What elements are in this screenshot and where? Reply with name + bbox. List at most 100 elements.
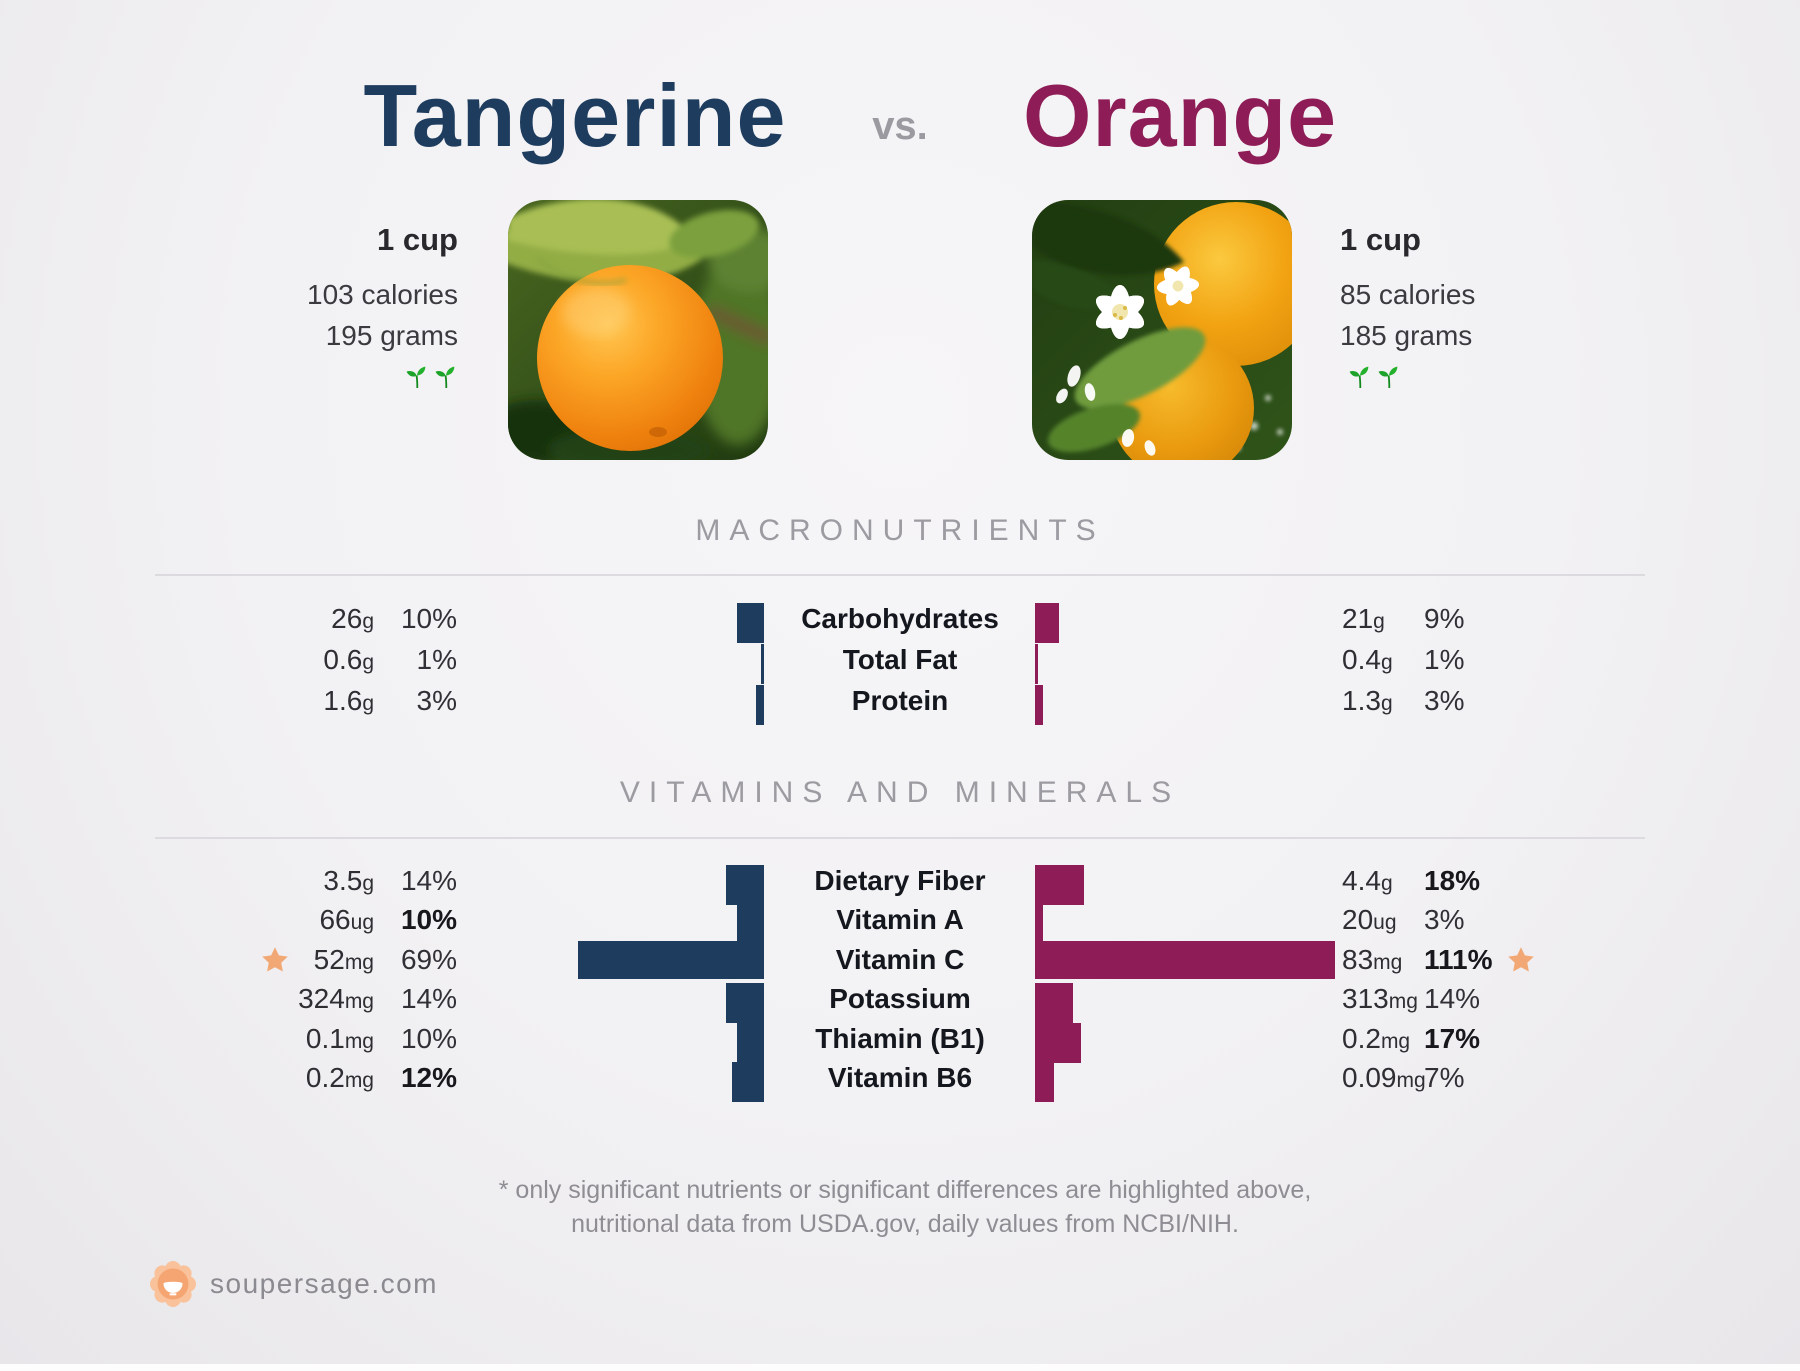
orange-dv-percent: 18% [1424, 865, 1481, 896]
tangerine-dv-percent: 10% [400, 1023, 457, 1054]
orange-calories: 85 calories [1340, 279, 1476, 310]
orange-amount: 83mg [1342, 944, 1403, 975]
tangerine-bar [761, 644, 764, 684]
nutrient-row-vitamin-c: 52mg 69% Vitamin C 83mg 111% [0, 940, 1800, 980]
tangerine-bar [726, 983, 764, 1023]
nutrient-row-vitamin-b6: 0.2mg 12% Vitamin B6 0.09mg 7% [0, 1058, 1800, 1102]
orange-grams: 185 grams [1340, 320, 1473, 351]
nutrient-label: Vitamin A [836, 904, 964, 935]
nutrient-label: Carbohydrates [801, 603, 999, 634]
orange-amount: 313mg [1342, 983, 1418, 1014]
tangerine-dv-percent: 10% [400, 904, 457, 935]
orange-dv-percent: 9% [1424, 603, 1465, 634]
nutrient-row-potassium: 324mg 14% Potassium 313mg 14% [0, 979, 1800, 1023]
sprout-icon [434, 363, 458, 394]
tangerine-grams: 195 grams [325, 320, 458, 351]
orange-bar [1035, 1023, 1081, 1063]
orange-amount: 0.4g [1342, 644, 1393, 675]
tangerine-bar [726, 865, 764, 905]
orange-amount: 0.2mg [1342, 1023, 1411, 1054]
orange-dv-percent: 3% [1424, 904, 1465, 935]
tangerine-amount: 3.5g [323, 865, 374, 896]
tangerine-amount: 1.6g [323, 685, 374, 716]
orange-title: Orange [1022, 66, 1338, 165]
nutrient-label: Total Fat [842, 644, 958, 675]
nutrient-label: Dietary Fiber [814, 865, 986, 896]
tangerine-calories: 103 calories [307, 279, 458, 310]
tangerine-amount: 0.2mg [305, 1062, 374, 1093]
tangerine-dv-percent: 3% [416, 685, 457, 716]
blossom-cluster [1056, 266, 1199, 456]
section-divider [155, 574, 1645, 576]
orange-dv-percent: 14% [1424, 983, 1481, 1014]
sprout-icon [1377, 363, 1401, 394]
orange-bar [1035, 904, 1044, 944]
orange-amount: 0.09mg [1342, 1062, 1426, 1093]
orange-dv-percent: 7% [1424, 1062, 1465, 1093]
tangerine-amount: 324mg [298, 983, 374, 1014]
orange-bar [1035, 1062, 1054, 1102]
sprout-icon [1348, 363, 1372, 394]
nutrient-row-total-fat: 0.6g 1% Total Fat 0.4g 1% [0, 640, 1800, 684]
nutrient-row-protein: 1.6g 3% Protein 1.3g 3% [0, 681, 1800, 725]
star-icon [260, 945, 290, 985]
footnote-line-1: * only significant nutrients or signific… [498, 1176, 1312, 1204]
tangerine-dv-percent: 12% [400, 1062, 457, 1093]
tangerine-dv-percent: 1% [416, 644, 457, 675]
section-divider [155, 837, 1645, 839]
orange-serving-size: 1 cup [1340, 222, 1421, 257]
tangerine-bar [737, 1023, 764, 1063]
orange-amount: 1.3g [1342, 685, 1393, 716]
orange-amount: 4.4g [1342, 865, 1393, 896]
tangerine-photo [508, 200, 768, 460]
orange-amount: 20ug [1342, 904, 1397, 935]
tangerine-bar [731, 1062, 764, 1102]
footnote-line-2: nutritional data from USDA.gov, daily va… [571, 1210, 1239, 1238]
bottom-strip [0, 1364, 1800, 1371]
orange-bar [1035, 603, 1060, 643]
orange-bar [1035, 983, 1073, 1023]
orange-dv-percent: 1% [1424, 644, 1465, 675]
tangerine-bar [755, 685, 764, 725]
tangerine-serving-size: 1 cup [377, 222, 458, 257]
tangerine-amount: 0.6g [323, 644, 374, 675]
tangerine-bar [737, 904, 764, 944]
orange-bar [1035, 644, 1038, 684]
macronutrients-section-title: MACRONUTRIENTS [695, 514, 1105, 547]
nutrient-row-dietary-fiber: 3.5g 14% Dietary Fiber 4.4g 18% [0, 861, 1800, 905]
tangerine-amount: 26g [331, 603, 374, 634]
vitamins-section-title: VITAMINS AND MINERALS [619, 776, 1181, 809]
tangerine-dv-percent: 14% [400, 983, 457, 1014]
tangerine-dv-percent: 14% [400, 865, 457, 896]
orange-dv-percent: 111% [1424, 944, 1493, 975]
star-icon [1506, 945, 1536, 985]
orange-dv-percent: 3% [1424, 685, 1465, 716]
orange-sprout-icons [1348, 362, 1402, 394]
sprout-icon [405, 363, 429, 394]
nutrient-label: Vitamin C [835, 944, 965, 975]
soupersage-logo-icon [150, 1261, 196, 1307]
vs-label: vs. [872, 104, 928, 148]
tangerine-bar [737, 603, 764, 643]
orange-bar [1035, 941, 1335, 979]
orange-bar [1035, 685, 1044, 725]
soupersage-site-label[interactable]: soupersage.com [210, 1268, 439, 1299]
nutrient-row-carbohydrates: 26g 10% Carbohydrates 21g 9% [0, 599, 1800, 643]
tangerine-sprout-icons [404, 362, 458, 394]
tangerine-dv-percent: 10% [400, 603, 457, 634]
nutrient-label: Protein [851, 685, 949, 716]
orange-amount: 21g [1342, 603, 1385, 634]
tangerine-amount: 66ug [319, 904, 374, 935]
orange-bar [1035, 865, 1084, 905]
tangerine-title: Tangerine [363, 66, 787, 165]
tangerine-amount: 0.1mg [305, 1023, 374, 1054]
tangerine-dv-percent: 69% [400, 944, 457, 975]
nutrient-label: Vitamin B6 [827, 1062, 973, 1093]
orange-dv-percent: 17% [1424, 1023, 1481, 1054]
tangerine-amount: 52mg [313, 944, 374, 975]
nutrient-label: Thiamin (B1) [815, 1023, 985, 1054]
nutrient-row-vitamin-a: 66ug 10% Vitamin A 20ug 3% [0, 900, 1800, 944]
nutrient-label: Potassium [829, 983, 971, 1014]
nutrient-row-thiamin-b1: 0.1mg 10% Thiamin (B1) 0.2mg 17% [0, 1019, 1800, 1063]
